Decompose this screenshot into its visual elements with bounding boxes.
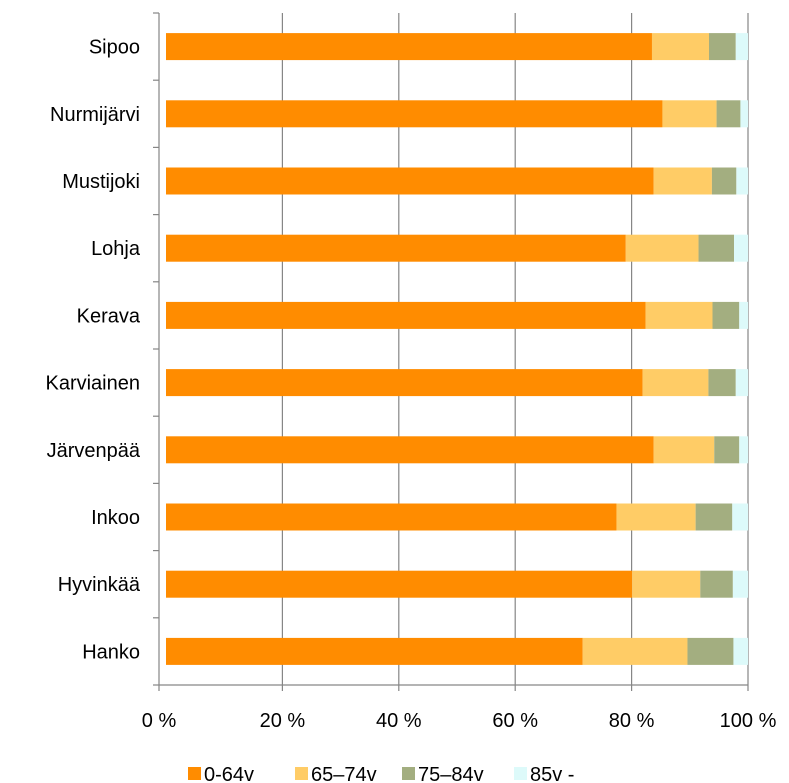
legend-swatch	[402, 767, 415, 780]
bar-segment	[166, 369, 643, 397]
category-label: Inkoo	[91, 507, 140, 529]
legend-swatch	[295, 767, 308, 780]
category-label: Mustijoki	[62, 171, 140, 193]
bar-segment	[687, 637, 734, 665]
bar-segment	[651, 33, 710, 61]
bar-segment	[733, 637, 748, 665]
legend: 0-64v 65–74v 75–84v 85v -	[188, 764, 574, 783]
bar-segment	[166, 436, 654, 464]
bar-segment	[166, 637, 583, 665]
x-tick-labels: 0 % 20 % 40 % 60 % 80 % 100 %	[142, 710, 777, 732]
legend-label: 85v -	[530, 764, 574, 783]
bar-segment	[735, 33, 748, 61]
bar-segment	[653, 436, 715, 464]
bar-segment	[645, 301, 713, 329]
bar-segment	[632, 570, 701, 598]
bar-segment	[740, 100, 748, 128]
x-tick-label: 60 %	[492, 710, 538, 732]
bar-segment	[166, 234, 626, 262]
bar-segment	[582, 637, 688, 665]
category-label: Karviainen	[45, 373, 140, 395]
bar-segment	[708, 369, 736, 397]
bar-segment	[662, 100, 717, 128]
category-label: Hanko	[82, 641, 140, 663]
bar-segment	[711, 167, 737, 195]
category-label: Lohja	[91, 238, 141, 260]
category-label: Hyvinkää	[58, 574, 141, 596]
bar-segment	[166, 570, 633, 598]
bar-segment	[739, 436, 748, 464]
x-tick-label: 0 %	[142, 710, 177, 732]
bar-segment	[700, 570, 733, 598]
bar-segment	[166, 167, 654, 195]
bar-segment	[739, 301, 748, 329]
legend-swatch	[514, 767, 527, 780]
bar-segment	[732, 503, 748, 531]
category-labels: Sipoo Nurmijärvi Mustijoki Lohja Kerava Karvi…	[45, 37, 140, 664]
category-label: Kerava	[77, 305, 141, 327]
legend-label: 0-64v	[204, 764, 254, 783]
bar-segment	[734, 234, 748, 262]
bar-segment	[166, 503, 617, 531]
legend-swatch	[188, 767, 201, 780]
axes	[153, 12, 749, 691]
category-label: Järvenpää	[47, 440, 141, 462]
bar-segment	[714, 436, 740, 464]
x-tick-label: 20 %	[260, 710, 306, 732]
bars	[166, 33, 748, 665]
bar-segment	[709, 33, 736, 61]
bar-segment	[736, 167, 748, 195]
x-tick-label: 100 %	[720, 710, 777, 732]
category-label: Sipoo	[89, 37, 140, 59]
bar-segment	[695, 503, 733, 531]
x-tick-label: 40 %	[376, 710, 422, 732]
bar-segment	[625, 234, 699, 262]
bar-segment	[732, 570, 748, 598]
bar-segment	[712, 301, 740, 329]
legend-label: 65–74v	[311, 764, 377, 783]
bar-segment	[653, 167, 712, 195]
bar-segment	[698, 234, 735, 262]
category-label: Nurmijärvi	[50, 104, 140, 126]
bar-segment	[616, 503, 696, 531]
bar-segment	[166, 301, 646, 329]
bar-segment	[166, 33, 652, 61]
legend-label: 75–84v	[418, 764, 484, 783]
bar-segment	[716, 100, 741, 128]
bar-segment	[642, 369, 709, 397]
x-tick-label: 80 %	[609, 710, 655, 732]
bar-segment	[166, 100, 663, 128]
bar-segment	[735, 369, 748, 397]
